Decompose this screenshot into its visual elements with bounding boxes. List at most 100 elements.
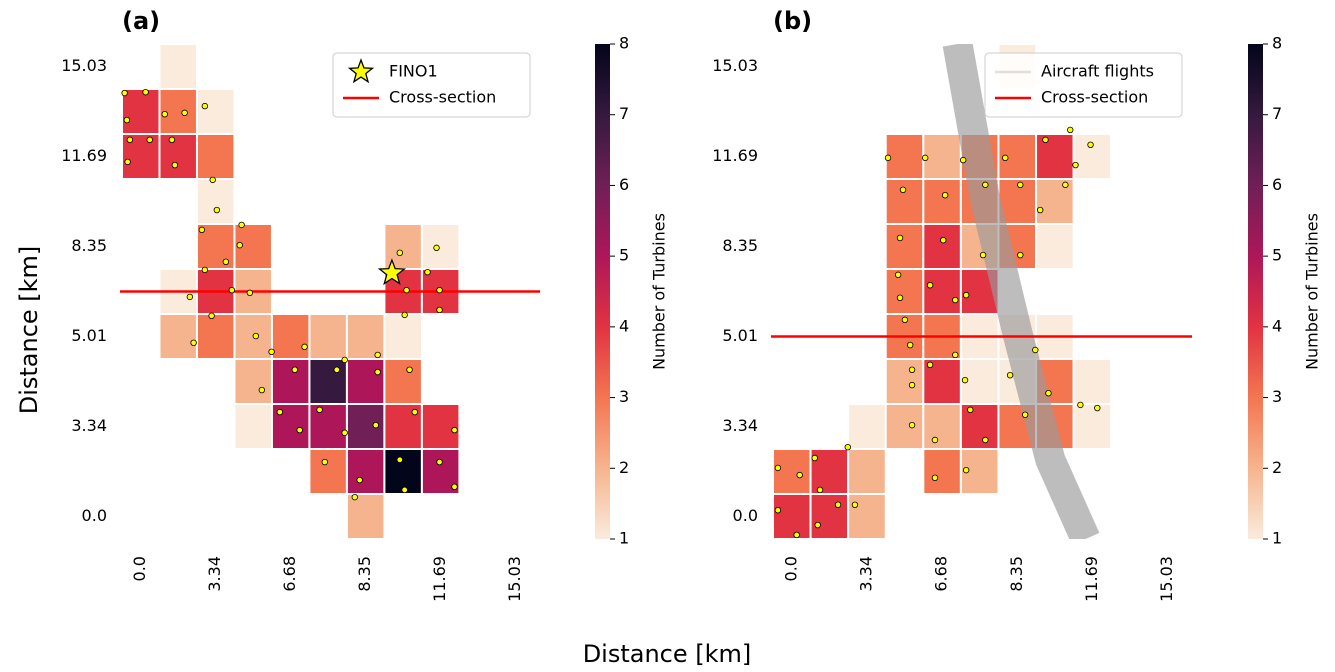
- turbine: [433, 244, 440, 252]
- heatmap-cell: [1072, 358, 1113, 405]
- colorbar-label: Number of Turbines: [1303, 213, 1322, 370]
- colorbar-tick-label: 5: [619, 246, 629, 265]
- turbine: [816, 486, 824, 494]
- colorbar-tick-label: 2: [619, 458, 629, 477]
- turbine: [236, 241, 243, 249]
- x-axis-label: Distance [km]: [583, 640, 752, 668]
- turbine: [321, 458, 329, 466]
- heatmap-cell: [809, 493, 850, 539]
- turbine: [1042, 136, 1049, 144]
- turbine: [940, 236, 947, 244]
- heatmap-cell: [847, 403, 887, 450]
- turbine: [171, 161, 179, 169]
- heatmap-cell: [383, 448, 423, 495]
- turbine: [1021, 411, 1029, 418]
- y-tick-label: 8.35: [71, 236, 107, 255]
- y-tick-label: 0.0: [82, 506, 107, 525]
- heatmap-cell: [345, 403, 386, 450]
- turbine: [926, 282, 934, 289]
- turbine: [209, 176, 216, 184]
- turbine: [814, 521, 821, 529]
- turbine: [967, 406, 974, 414]
- colorbar-tick-label: 6: [1272, 175, 1282, 194]
- heatmap-cell: [122, 88, 161, 135]
- turbine: [351, 493, 359, 501]
- turbine: [1072, 161, 1079, 169]
- heatmap-cell: [922, 178, 962, 225]
- colorbar-tick-label: 7: [1272, 104, 1282, 123]
- heatmap-cell: [383, 313, 423, 360]
- turbine: [1002, 154, 1009, 162]
- turbine: [201, 102, 209, 110]
- turbine: [896, 234, 904, 242]
- fino1-star: [377, 258, 407, 286]
- turbine: [124, 158, 131, 166]
- turbine: [982, 436, 989, 444]
- turbine: [372, 421, 379, 429]
- y-tick-label: 3.34: [722, 416, 758, 435]
- turbine: [1077, 401, 1084, 409]
- turbine: [899, 186, 907, 193]
- heatmap-cell: [884, 223, 925, 270]
- heatmap-cell: [345, 493, 386, 539]
- heatmap-cell: [158, 313, 198, 360]
- turbine: [401, 311, 408, 319]
- turbine: [436, 306, 443, 314]
- turbine: [941, 191, 949, 199]
- turbine: [952, 296, 959, 304]
- turbine: [979, 251, 987, 259]
- turbine: [896, 294, 904, 301]
- colorbar-tick-label: 6: [619, 175, 629, 194]
- heatmap-cell: [233, 403, 273, 450]
- colorbar-tick-label: 7: [619, 104, 629, 123]
- colorbar-tick-label: 3: [619, 387, 629, 406]
- turbine: [198, 226, 206, 234]
- turbine: [1017, 251, 1024, 259]
- heatmap-cell: [1035, 223, 1075, 270]
- heatmap-cell: [922, 133, 962, 180]
- colorbar-tick-label: 8: [619, 34, 629, 53]
- legend-star: [347, 58, 375, 84]
- turbine: [168, 136, 176, 144]
- heatmap-cell: [884, 358, 925, 405]
- heatmap-cell: [345, 448, 386, 495]
- turbine: [181, 109, 188, 117]
- heatmap-cell: [884, 403, 925, 450]
- colorbar-tick-label: 1: [619, 529, 629, 548]
- x-tick-label: 11.69: [1082, 556, 1101, 602]
- turbine: [908, 366, 916, 373]
- turbine: [291, 366, 299, 373]
- heatmap-cell: [997, 178, 1038, 225]
- turbine: [374, 351, 381, 359]
- turbine: [982, 181, 989, 189]
- heatmap-cell: [233, 358, 273, 405]
- x-tick-label: 3.34: [856, 556, 875, 592]
- turbine: [341, 429, 348, 436]
- turbine: [341, 356, 348, 364]
- turbine: [301, 343, 308, 351]
- x-tick-label: 0.0: [130, 556, 149, 581]
- heatmap-cell: [420, 403, 461, 450]
- y-tick-label: 15.03: [61, 56, 107, 75]
- turbine: [844, 444, 851, 451]
- turbine: [908, 381, 916, 389]
- x-tick-label: 6.68: [280, 556, 299, 592]
- heatmap-cell: [922, 223, 962, 270]
- turbine: [851, 501, 859, 508]
- legend-box: [332, 52, 531, 118]
- turbine: [121, 89, 128, 97]
- turbine: [436, 458, 443, 466]
- turbine: [396, 249, 403, 256]
- x-tick-label: 15.03: [1157, 556, 1176, 602]
- turbine: [959, 156, 967, 164]
- turbine: [356, 476, 363, 484]
- turbine: [894, 271, 902, 279]
- heatmap-cell: [270, 313, 311, 360]
- turbine: [901, 316, 909, 324]
- turbine: [436, 286, 443, 294]
- heatmap-cell: [420, 223, 461, 270]
- colorbar: [595, 44, 610, 539]
- heatmap-cell: [308, 403, 348, 450]
- turbine: [1036, 206, 1044, 214]
